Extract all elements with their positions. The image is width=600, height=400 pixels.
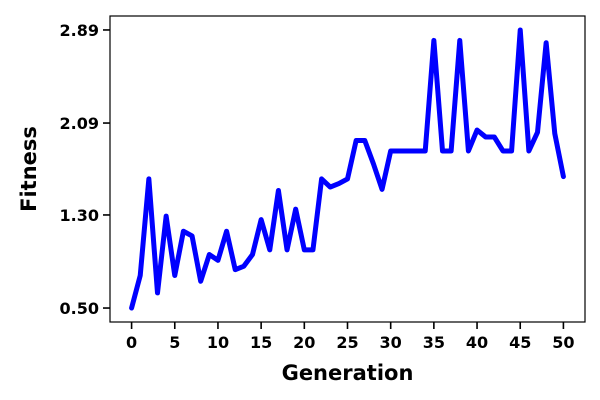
y-axis-label: Fitness	[17, 126, 41, 212]
y-tick-label: 2.09	[60, 114, 99, 133]
x-axis-label: Generation	[282, 361, 414, 385]
x-tick-label: 30	[380, 333, 402, 352]
y-tick-label: 0.50	[60, 299, 99, 318]
x-tick-label: 40	[466, 333, 488, 352]
x-tick-label: 25	[336, 333, 358, 352]
x-tick-label: 20	[293, 333, 315, 352]
x-tick-label: 50	[552, 333, 574, 352]
x-tick-label: 15	[250, 333, 272, 352]
y-tick-label: 1.30	[60, 206, 99, 225]
x-axis-ticks: 0 5 10 15 20 25 30 35 40 45 50	[126, 322, 575, 352]
x-tick-label: 35	[423, 333, 445, 352]
y-axis-ticks: 0.50 1.30 2.09 2.89	[60, 21, 110, 318]
x-tick-label: 45	[509, 333, 531, 352]
y-tick-label: 2.89	[60, 21, 99, 40]
fitness-series-line	[129, 27, 566, 311]
x-tick-label: 0	[126, 333, 137, 352]
x-tick-label: 10	[207, 333, 229, 352]
x-tick-label: 5	[169, 333, 180, 352]
